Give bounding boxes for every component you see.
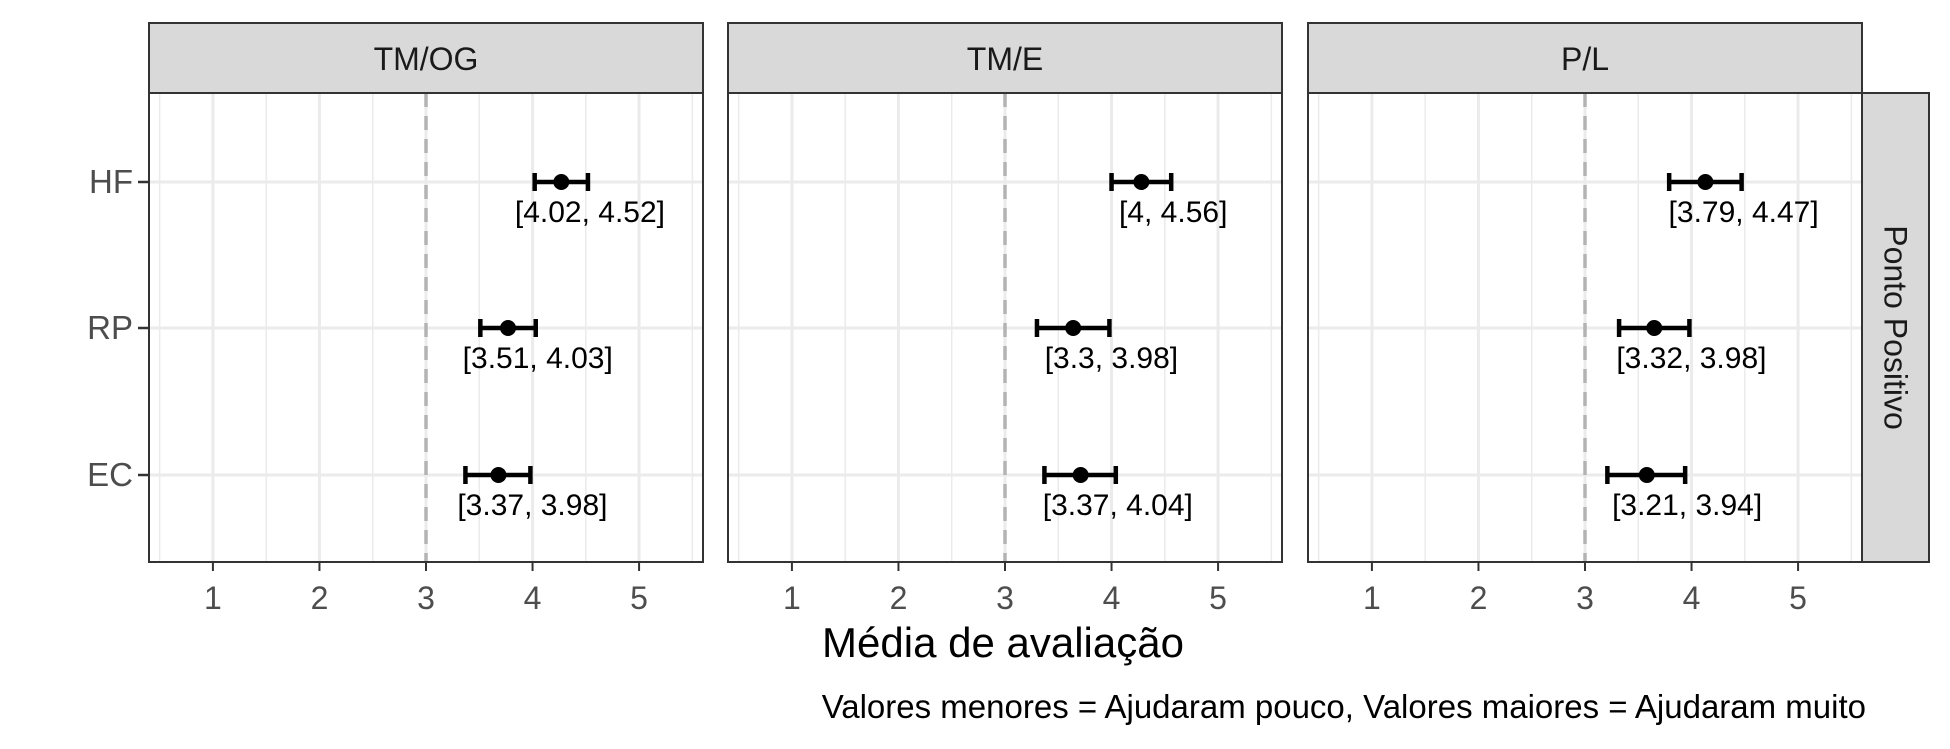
x-tick-label: 4 (524, 580, 542, 616)
x-tick-label: 3 (417, 580, 435, 616)
x-tick-label: 4 (1683, 580, 1701, 616)
ci-label: [3.79, 4.47] (1669, 196, 1819, 229)
mean-point (553, 174, 570, 190)
x-tick-label: 5 (630, 580, 648, 616)
x-tick-label: 2 (890, 580, 908, 616)
row-strip (1861, 92, 1930, 563)
x-tick-label: 3 (996, 580, 1014, 616)
ci-label: [3.37, 4.04] (1043, 489, 1193, 522)
facet-strip-label: P/L (1561, 41, 1609, 77)
ci-label: [3.32, 3.98] (1616, 342, 1766, 375)
x-tick-label: 1 (1363, 580, 1381, 616)
x-tick-label: 4 (1103, 580, 1121, 616)
mean-point (1072, 467, 1089, 483)
facet-strip (727, 22, 1283, 94)
mean-point (1638, 467, 1655, 483)
facet-strip (148, 22, 704, 94)
chart-caption: Valores menores = Ajudaram pouco, Valore… (821, 688, 1866, 725)
facet-strip (1307, 22, 1863, 94)
x-axis-title: Média de avaliação (822, 619, 1184, 666)
mean-point (1697, 174, 1714, 190)
ci-label: [3.21, 3.94] (1612, 489, 1762, 522)
x-tick-label: 2 (311, 580, 329, 616)
x-tick-label: 5 (1789, 580, 1807, 616)
mean-point (1065, 320, 1082, 336)
y-tick-label: RP (87, 309, 133, 346)
ci-label: [4, 4.56] (1119, 196, 1227, 229)
mean-point (490, 467, 507, 483)
mean-point (1133, 174, 1150, 190)
x-tick-label: 1 (204, 580, 222, 616)
x-tick-label: 1 (783, 580, 801, 616)
ci-label: [3.37, 3.98] (457, 489, 607, 522)
ci-label: [4.02, 4.52] (515, 196, 665, 229)
row-strip-label: Ponto Positivo (1878, 225, 1914, 430)
mean-point (500, 320, 517, 336)
x-tick-label: 3 (1576, 580, 1594, 616)
ci-label: [3.3, 3.98] (1045, 342, 1178, 375)
ci-label: [3.51, 4.03] (463, 342, 613, 375)
x-tick-label: 5 (1209, 580, 1227, 616)
y-tick-label: HF (89, 163, 133, 200)
facet-strip-label: TM/E (967, 41, 1043, 77)
mean-point (1646, 320, 1663, 336)
y-tick-label: EC (87, 456, 133, 493)
x-tick-label: 2 (1470, 580, 1488, 616)
facet-strip-label: TM/OG (374, 41, 479, 77)
